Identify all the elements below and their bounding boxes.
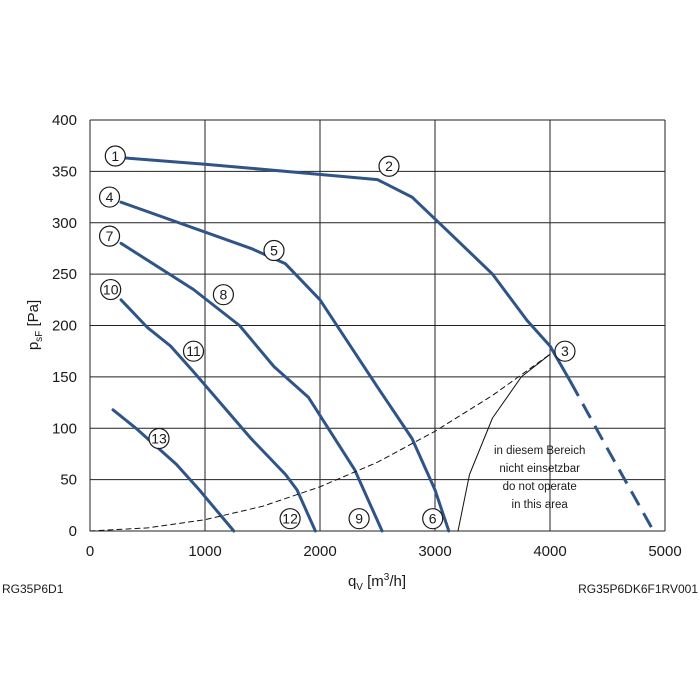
footer-right-code: RG35P6DK6F1RV001 — [578, 582, 698, 596]
curve-marker-8: 8 — [212, 284, 234, 306]
y-axis-label: psF [Pa] — [25, 300, 45, 350]
curve-marker-4: 4 — [98, 186, 121, 208]
marker-circle — [422, 508, 444, 530]
curve-marker-1: 1 — [104, 145, 126, 167]
marker-label: 1 — [111, 148, 119, 164]
curve-marker-10: 10 — [100, 278, 122, 301]
y-tick-label: 100 — [52, 420, 77, 437]
curve-marker-6: 6 — [422, 508, 444, 530]
x-axis-label: qV [m3/h] — [348, 572, 406, 593]
marker-label: 7 — [106, 228, 114, 244]
marker-circle — [348, 508, 370, 530]
x-tick-label: 2000 — [303, 543, 336, 560]
y-tick-label: 0 — [69, 523, 77, 540]
x-tick-label: 1000 — [188, 543, 221, 560]
annotation-line: nicht einsetzbar — [499, 463, 580, 475]
curve-marker-13: 13 — [148, 427, 170, 450]
marker-label: 8 — [220, 287, 228, 303]
curve-curve-7-8-9 — [119, 241, 384, 533]
y-tick-label: 400 — [52, 112, 77, 129]
curve-curve-13 — [111, 408, 236, 533]
curve-upper-extension — [569, 381, 655, 532]
annotation-line: do not operate — [503, 481, 577, 493]
y-tick-label: 50 — [60, 472, 77, 489]
curve-marker-5: 5 — [263, 239, 285, 262]
curve-system-curve — [89, 353, 551, 532]
curve-limit-curve — [457, 353, 551, 532]
curve-marker-11: 11 — [182, 340, 205, 362]
marker-label: 12 — [282, 511, 298, 527]
annotation-line: in diesem Bereich — [494, 445, 585, 457]
annotation-line: in this area — [512, 499, 569, 511]
marker-label: 4 — [106, 189, 114, 205]
marker-circle — [98, 186, 121, 208]
x-tick-label: 3000 — [418, 543, 451, 560]
marker-label: 6 — [429, 511, 437, 527]
curve-marker-3: 3 — [554, 340, 576, 362]
marker-label: 5 — [270, 242, 278, 258]
marker-circle — [378, 155, 400, 177]
curves — [89, 156, 655, 533]
y-tick-label: 200 — [52, 318, 77, 335]
marker-circle — [98, 225, 121, 247]
marker-circle — [182, 340, 205, 362]
y-tick-label: 150 — [52, 369, 77, 386]
curve-curve-10-11-12 — [119, 298, 317, 533]
x-tick-label: 0 — [86, 543, 94, 560]
curve-curve-4-5-6 — [119, 200, 451, 533]
y-tick-label: 250 — [52, 266, 77, 283]
marker-label: 3 — [561, 343, 569, 359]
x-tick-label: 4000 — [533, 543, 566, 560]
marker-label: 9 — [355, 511, 363, 527]
y-tick-label: 350 — [52, 163, 77, 180]
marker-circle — [100, 278, 122, 301]
marker-circle — [104, 145, 126, 167]
annotation: in diesem Bereich nicht einsetzbar do not … — [494, 445, 585, 511]
curve-upper — [124, 156, 573, 384]
curve-marker-9: 9 — [348, 508, 370, 530]
curve-marker-7: 7 — [98, 225, 121, 247]
marker-circle — [279, 508, 301, 530]
marker-circle — [263, 239, 285, 262]
marker-label: 10 — [103, 282, 119, 298]
curve-marker-12: 12 — [279, 508, 301, 530]
marker-circle — [212, 284, 234, 306]
marker-label: 13 — [151, 431, 167, 447]
marker-label: 11 — [186, 343, 201, 359]
marker-circle — [148, 427, 170, 450]
tick-labels: 0 1000 2000 3000 4000 5000 0 50 100 150 200 250 300 3… — [52, 112, 682, 560]
marker-label: 2 — [385, 158, 393, 174]
curve-marker-2: 2 — [378, 155, 400, 177]
marker-circle — [554, 340, 576, 362]
y-tick-label: 300 — [52, 215, 77, 232]
footer-left-code: RG35P6D1 — [2, 582, 64, 596]
x-tick-label: 5000 — [648, 543, 681, 560]
